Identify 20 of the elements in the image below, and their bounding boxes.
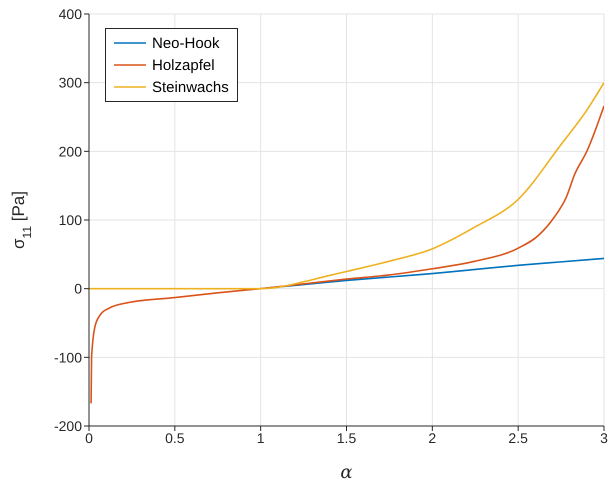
- y-tick-label: 300: [58, 74, 82, 91]
- x-tick-label: 3: [600, 430, 608, 446]
- x-tick-label: 0: [85, 430, 94, 446]
- x-tick-label: 2: [428, 430, 436, 446]
- y-tick-label: 100: [58, 212, 82, 228]
- y-tick-label: 200: [58, 143, 82, 160]
- line-series: [89, 82, 604, 290]
- x-axis-title: α: [340, 462, 353, 482]
- legend-label: Steinwachs: [152, 78, 229, 96]
- legend-label: Holzapfel: [152, 56, 215, 74]
- y-tick-label: 0: [74, 280, 82, 297]
- y-tick-label: -100: [54, 349, 82, 366]
- x-tick-label: 0.5: [165, 430, 185, 446]
- x-tick-label: 1: [256, 430, 265, 446]
- x-tick-label: 2.5: [508, 430, 528, 446]
- legend-label: Neo-Hook: [152, 34, 220, 52]
- x-tick-label: 1.5: [336, 430, 356, 446]
- y-tick-label: -200: [54, 418, 82, 434]
- line-series: [90, 105, 604, 404]
- y-tick-label: 400: [58, 6, 82, 22]
